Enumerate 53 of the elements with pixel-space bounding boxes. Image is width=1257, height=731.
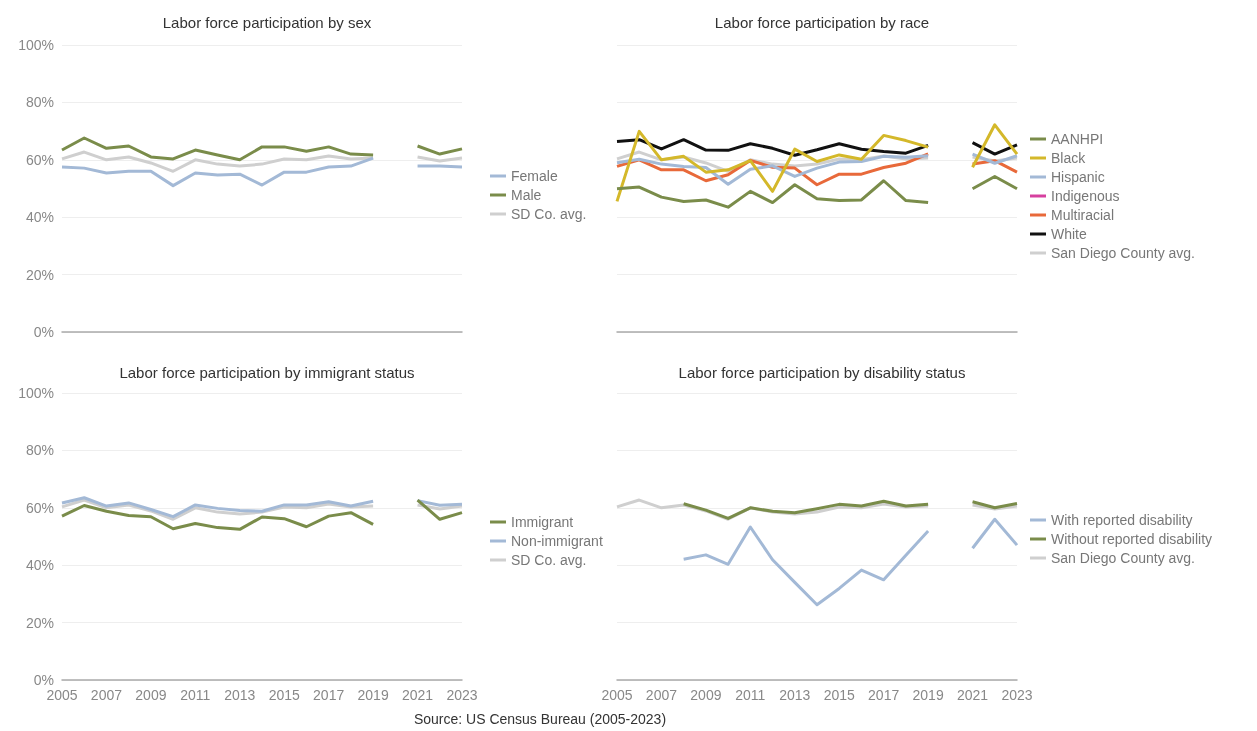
x-tick-label: 2009 [690, 687, 722, 703]
legend-label: Indigenous [1051, 188, 1120, 204]
y-tick-label: 60% [25, 499, 54, 516]
x-tick-label: 2013 [224, 687, 256, 703]
y-tick-label: 0% [33, 672, 54, 688]
x-tick-label: 2009 [135, 687, 167, 703]
y-tick-label: 40% [25, 209, 54, 226]
y-tick-label: 20% [25, 266, 54, 283]
x-tick-label: 2019 [912, 687, 944, 703]
y-tick-label: 80% [25, 94, 54, 111]
legend-label: Without reported disability [1051, 531, 1213, 547]
y-tick-label: 80% [25, 442, 54, 459]
x-tick-label: 2021 [401, 687, 434, 703]
legend-label: With reported disability [1051, 512, 1193, 528]
legend-label: Male [511, 187, 542, 203]
legend-label: Black [1051, 150, 1087, 166]
legend-label: Multiracial [1051, 207, 1115, 223]
legend-label: White [1051, 226, 1087, 242]
x-tick-label: 2019 [357, 687, 389, 703]
chart-title: Labor force participation by sex [162, 14, 372, 31]
legend-label: Immigrant [511, 514, 574, 530]
x-tick-label: 2007 [645, 687, 678, 703]
legend-label: Female [511, 168, 558, 184]
x-tick-label: 2023 [1001, 687, 1033, 703]
x-tick-label: 2017 [313, 687, 345, 703]
legend-label: SD Co. avg. [511, 552, 587, 568]
chart-title: Labor force participation by disability status [678, 364, 966, 381]
y-tick-label: 100% [18, 385, 54, 401]
legend-label: San Diego County avg. [1051, 245, 1195, 261]
y-tick-label: 100% [18, 37, 54, 53]
x-tick-label: 2005 [601, 687, 633, 703]
y-tick-label: 20% [25, 614, 54, 631]
legend-label: San Diego County avg. [1051, 550, 1195, 566]
legend-label: SD Co. avg. [511, 206, 587, 222]
y-tick-label: 60% [25, 151, 54, 168]
legend-label: Non-immigrant [511, 533, 603, 549]
chart-title: Labor force participation by immigrant status [119, 364, 415, 381]
x-tick-label: 2021 [956, 687, 989, 703]
x-tick-label: 2005 [46, 687, 78, 703]
x-tick-label: 2007 [90, 687, 123, 703]
x-tick-label: 2015 [268, 687, 300, 703]
x-tick-label: 2011 [180, 687, 211, 703]
y-tick-label: 40% [25, 557, 54, 574]
x-tick-label: 2023 [446, 687, 478, 703]
y-tick-label: 0% [33, 324, 54, 340]
x-tick-label: 2013 [779, 687, 811, 703]
chart-title: Labor force participation by race [714, 14, 930, 31]
legend-label: AANHPI [1051, 131, 1104, 147]
legend-label: Hispanic [1051, 169, 1105, 185]
x-tick-label: 2011 [735, 687, 766, 703]
x-tick-label: 2015 [823, 687, 855, 703]
x-tick-label: 2017 [868, 687, 900, 703]
source-note: Source: US Census Bureau (2005-2023) [412, 711, 668, 727]
